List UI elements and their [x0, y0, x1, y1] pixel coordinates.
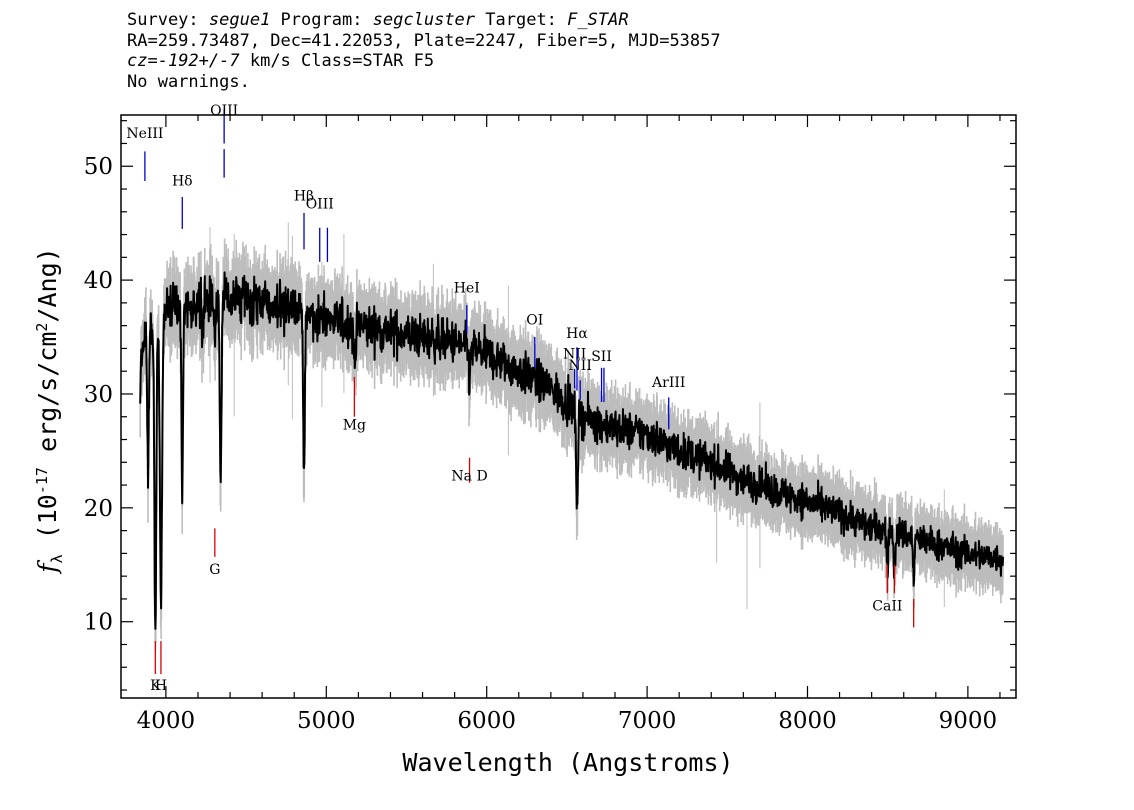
absorption-line-label: Mg: [343, 417, 366, 433]
absorption-line-label: K: [150, 678, 161, 694]
y-tick-label: 20: [84, 496, 113, 522]
flux-line: [139, 271, 1004, 630]
cz-value: -192+/-7: [157, 51, 240, 71]
emission-line-label: OIII: [306, 196, 334, 212]
y-label-exp1: -17: [33, 467, 51, 494]
target-label: Target:: [475, 10, 568, 30]
y-axis-label: fλ (10-17 erg/s/cm2/Ang): [33, 247, 66, 574]
survey-label: Survey:: [127, 10, 209, 30]
flux-series: [139, 271, 1004, 630]
y-label-pre: (10: [33, 494, 62, 554]
header-line-warnings: No warnings.: [127, 71, 250, 92]
program-value: segcluster: [372, 10, 476, 30]
absorption-line-label: H: [155, 678, 167, 694]
emission-line-label: NII: [563, 347, 586, 363]
spectrum-header: Survey: segue1 Program: segcluster Targe…: [127, 10, 721, 92]
x-tick-label: 7000: [618, 708, 677, 734]
emission-line-label: OIII: [210, 103, 238, 119]
emission-line-label: OI: [526, 313, 543, 329]
class-text: km/s Class=STAR F5: [239, 51, 435, 71]
y-tick-label: 10: [84, 610, 113, 636]
plot-frame: [120, 114, 1017, 699]
target-value: F_STAR: [567, 10, 629, 30]
absorption-line-label: CaII: [872, 598, 902, 614]
absorption-line-label: G: [209, 562, 220, 578]
x-tick-label: 9000: [939, 708, 998, 734]
error-band: [139, 222, 1004, 653]
emission-line-label: SII: [591, 349, 612, 365]
axes: 4000 5000 6000 7000 8000 9000 10 20 30 40 50: [84, 114, 1017, 734]
y-tick-label: 30: [84, 382, 113, 408]
header-line-redshift: cz=-192+/-7 km/s Class=STAR F5: [127, 51, 721, 72]
header-line-survey: Survey: segue1 Program: segcluster Targe…: [127, 10, 721, 31]
x-axis-label: Wavelength (Angstroms): [402, 748, 733, 777]
emission-line-label: HeI: [454, 281, 480, 297]
y-tick-label: 40: [84, 268, 113, 294]
emission-line-label: Hα: [566, 326, 588, 342]
y-label-lambda: λ: [48, 554, 66, 563]
y-tick-label: 50: [84, 154, 113, 180]
emission-line-label: Hδ: [172, 174, 193, 190]
emission-line-label: NII: [569, 358, 592, 374]
x-tick-label: 4000: [137, 708, 196, 734]
absorption-line-label: Na D: [451, 469, 487, 485]
emission-line-label: Hβ: [294, 188, 314, 204]
cz-label: cz=: [127, 51, 158, 71]
x-tick-label: 8000: [778, 708, 837, 734]
y-label-mid: erg/s/cm: [33, 332, 62, 467]
emission-line-label: NeIII: [126, 126, 163, 142]
survey-value: segue1: [208, 10, 271, 30]
x-tick-label: 6000: [457, 708, 516, 734]
x-tick-label: 5000: [297, 708, 356, 734]
line-markers: NeIIIOIIIHδHβOIIIHeIOINIIHαNIISIIArIIIKH…: [126, 103, 915, 694]
y-label-post: /Ang): [33, 247, 62, 322]
emission-line-label: ArIII: [651, 375, 685, 391]
y-label-exp2: 2: [33, 323, 51, 332]
header-line-coordinates: RA=259.73487, Dec=41.22053, Plate=2247, …: [127, 30, 721, 51]
y-label-f: f: [33, 560, 62, 575]
program-label: Program:: [270, 10, 373, 30]
